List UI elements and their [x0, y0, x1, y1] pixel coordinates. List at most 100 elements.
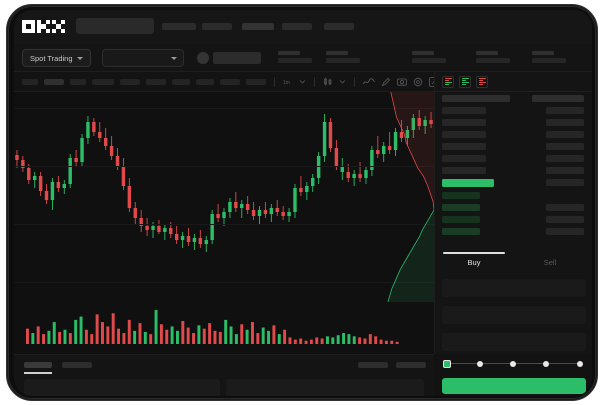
sidebar-item-nav-4[interactable]: [282, 23, 312, 30]
orderbook-row-bid[interactable]: [435, 215, 592, 224]
sidebar-item-nav-2[interactable]: [202, 23, 232, 30]
order-amount-field[interactable]: [442, 306, 586, 324]
sidebar-item-nav-5[interactable]: [324, 23, 354, 30]
volume-series: [26, 310, 399, 344]
orderbook-row-bid[interactable]: [435, 203, 592, 212]
trading-mode-button[interactable]: Spot Trading: [22, 49, 91, 67]
sidebar-item-nav-1[interactable]: [162, 23, 196, 30]
orderbook-rows: [435, 94, 592, 235]
bottom-action-2[interactable]: [396, 362, 426, 368]
tab-sell[interactable]: Sell: [543, 258, 557, 267]
submit-buy-button[interactable]: [442, 378, 586, 394]
app-header: [14, 10, 592, 44]
orderbook-mode-asks-icon[interactable]: [476, 75, 488, 88]
price-chart[interactable]: [14, 92, 434, 354]
interval-button-5[interactable]: [120, 78, 140, 85]
slider-stop-50[interactable]: [510, 360, 516, 367]
last-price-value: [213, 52, 261, 64]
search-input[interactable]: [76, 18, 154, 34]
orderbook-column-header: [435, 94, 592, 103]
interval-button-10[interactable]: [246, 78, 266, 85]
ticker-stat: [326, 51, 360, 63]
interval-dropdown-icon[interactable]: 1m: [283, 78, 293, 86]
chart-gridline: [14, 108, 434, 109]
orderbook-row-ask[interactable]: [435, 106, 592, 115]
chart-type-icon[interactable]: [323, 77, 333, 86]
chevron-down-icon[interactable]: [339, 78, 346, 85]
orderbook-row-ask[interactable]: [435, 130, 592, 139]
orderbook-panel: Buy Sell: [434, 72, 592, 394]
chevron-down-icon[interactable]: [299, 78, 306, 85]
ticker-stat: [278, 51, 312, 63]
ticker-stat-value: [532, 58, 566, 63]
chevron-down-icon: [76, 56, 83, 60]
interval-button-4[interactable]: [92, 78, 114, 85]
orderbook-row-ask[interactable]: [435, 142, 592, 151]
interval-button-9[interactable]: [220, 78, 240, 85]
chart-gridline: [14, 166, 434, 167]
interval-button-7[interactable]: [172, 78, 190, 85]
bottom-tab-open-orders[interactable]: [24, 362, 52, 368]
slider-stop-75[interactable]: [543, 360, 549, 367]
ticker-stat-label: [476, 51, 498, 55]
settings-gear-icon[interactable]: [413, 77, 423, 87]
ticker-stat: [476, 51, 510, 63]
order-price-field[interactable]: [442, 279, 586, 297]
chart-gridline: [14, 224, 434, 225]
trading-mode-label: Spot Trading: [30, 53, 73, 63]
orderbook-last-price-row[interactable]: [435, 178, 592, 187]
orders-panel: [14, 354, 434, 396]
orderbook-mode-bids-icon[interactable]: [459, 75, 471, 88]
toolbar-divider: [274, 76, 275, 87]
bottom-action-1[interactable]: [358, 362, 388, 368]
ticker-stat: [412, 51, 446, 63]
logo-glyph-k: [37, 20, 50, 33]
ticker-stat-label: [278, 51, 300, 55]
interval-button-8[interactable]: [196, 78, 214, 85]
ticker-stat-label: [532, 51, 554, 55]
bottom-panel-right: [226, 379, 424, 396]
coin-avatar: [197, 52, 209, 64]
toolbar-divider: [354, 76, 355, 87]
svg-text:1m: 1m: [283, 80, 290, 86]
amount-percent-slider[interactable]: [443, 359, 585, 368]
orderbook-row-bid[interactable]: [435, 227, 592, 236]
orderbook-row-ask[interactable]: [435, 166, 592, 175]
logo-glyph-o: [22, 20, 35, 33]
ticker-stat: [532, 51, 566, 63]
depth-chart: [386, 92, 434, 302]
interval-button-3[interactable]: [70, 78, 86, 85]
orderbook-row-bid[interactable]: [435, 191, 592, 200]
bottom-panel-left: [24, 379, 220, 396]
active-tab-indicator: [24, 372, 52, 374]
chart-gridline: [14, 282, 434, 283]
candlestick-series: [15, 110, 433, 252]
bottom-tab-order-history[interactable]: [62, 362, 92, 368]
interval-button-1[interactable]: [22, 78, 38, 85]
slider-stop-100[interactable]: [577, 360, 583, 367]
toolbar-divider: [314, 76, 315, 87]
interval-button-6[interactable]: [146, 78, 166, 85]
buy-sell-tabs: Buy Sell: [435, 252, 592, 274]
active-tab-indicator: [443, 252, 505, 254]
slider-stop-25[interactable]: [477, 360, 483, 367]
chevron-down-icon: [171, 56, 177, 60]
trading-pair-select[interactable]: [102, 49, 184, 67]
okx-logo[interactable]: [22, 20, 66, 33]
logo-glyph-x: [52, 20, 65, 33]
camera-icon[interactable]: [397, 77, 407, 86]
ticker-stat-value: [278, 58, 312, 63]
interval-button-2[interactable]: [44, 78, 64, 85]
orderbook-row-ask[interactable]: [435, 118, 592, 127]
tab-buy[interactable]: Buy: [467, 258, 481, 267]
order-total-field[interactable]: [442, 333, 586, 351]
orderbook-row-ask[interactable]: [435, 154, 592, 163]
indicator-line-icon[interactable]: [363, 77, 375, 86]
pencil-icon[interactable]: [381, 77, 391, 87]
slider-handle[interactable]: [443, 359, 451, 368]
sidebar-item-nav-3[interactable]: [242, 23, 274, 30]
ticker-stat-value: [412, 58, 446, 63]
market-subheader: Spot Trading: [14, 44, 592, 72]
orderbook-mode-both-icon[interactable]: [442, 75, 454, 88]
